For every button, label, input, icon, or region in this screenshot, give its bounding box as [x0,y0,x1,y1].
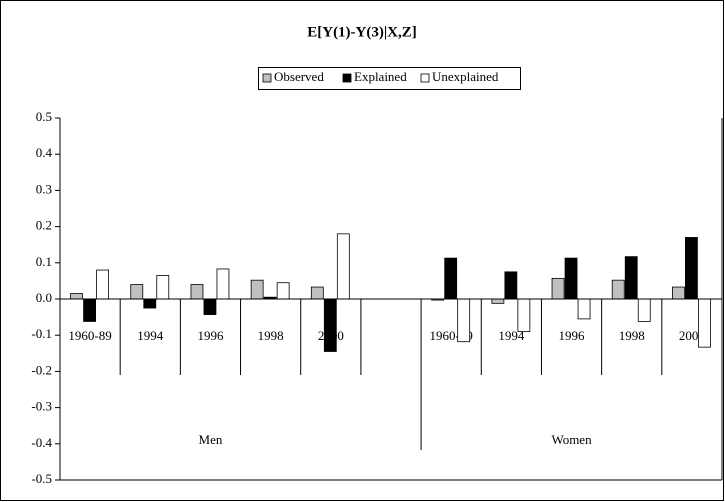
bar [323,298,337,352]
y-tick-label: 0.5 [36,109,52,124]
bar [96,269,109,300]
bar [564,257,578,300]
bar [517,298,531,332]
bar [276,282,290,300]
bar [457,298,471,343]
bar [577,298,591,320]
x-tick-label: 1994 [137,328,164,343]
bar [190,284,204,300]
bar [250,279,264,300]
bar [611,279,625,300]
bar [672,286,685,300]
legend-label: Unexplained [432,69,499,84]
bar [203,298,217,315]
bar [130,284,144,300]
x-tick-label: 1996 [197,328,224,343]
bar [83,298,96,322]
group-label: Women [551,432,592,447]
legend-swatch [342,73,352,83]
y-tick-label: -0.2 [31,362,52,377]
bar [216,268,230,300]
bar [504,271,518,300]
bar [310,286,324,300]
y-tick-label: -0.4 [31,435,52,450]
y-tick-label: 0.4 [36,145,53,160]
bar [156,275,170,300]
y-tick-label: -0.3 [31,399,52,414]
x-tick-label: 1998 [619,328,645,343]
legend-box [258,67,521,90]
legend-swatch [262,73,272,83]
y-tick-label: -0.5 [31,471,52,486]
bar [70,293,83,300]
x-tick-label: 1960-89 [68,328,111,343]
bar [637,298,651,322]
y-tick-label: -0.1 [31,326,52,341]
bar [336,233,350,300]
y-tick-label: 0.3 [36,181,52,196]
group-label: Men [199,432,223,447]
y-tick-label: 0.1 [36,254,52,269]
chart-title: E[Y(1)-Y(3)|X,Z] [307,24,417,40]
bar [685,237,698,300]
y-tick-label: 0.0 [36,290,52,305]
bar [624,256,638,300]
legend-swatch [420,73,430,83]
y-tick-label: 0.2 [36,218,52,233]
legend-label: Explained [354,69,407,84]
bar [143,298,157,309]
x-tick-label: 1998 [258,328,284,343]
bar [551,277,565,300]
bar [698,298,711,348]
x-tick-label: 1996 [559,328,586,343]
bar [491,298,505,304]
legend-label: Observed [274,69,324,84]
bar [444,257,458,300]
